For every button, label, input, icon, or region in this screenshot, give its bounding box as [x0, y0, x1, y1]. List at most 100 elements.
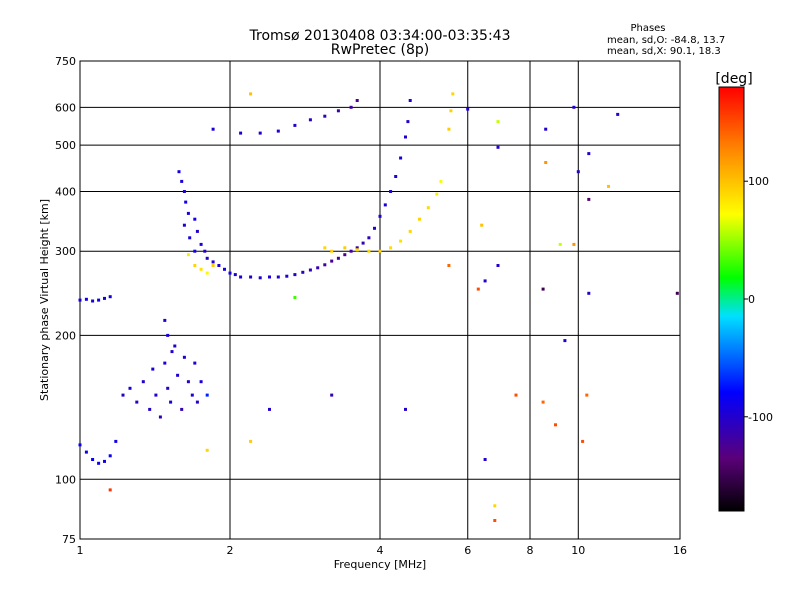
data-point [135, 400, 139, 404]
data-point [554, 423, 557, 427]
data-point [249, 275, 253, 279]
data-point [193, 361, 197, 365]
data-point [182, 355, 186, 359]
y-tick-label: 75 [62, 533, 76, 546]
data-point [180, 407, 184, 411]
data-point [408, 229, 412, 233]
data-point [203, 249, 207, 253]
data-point [587, 291, 591, 295]
data-point [323, 114, 327, 118]
data-point [378, 214, 382, 218]
data-point [97, 298, 101, 302]
data-point [148, 407, 152, 411]
y-tick-label: 400 [55, 185, 76, 198]
data-point [514, 393, 518, 397]
colorbar-tick-label: -100 [748, 411, 773, 424]
data-point [211, 260, 215, 264]
data-point [308, 268, 312, 272]
data-point [114, 439, 118, 443]
data-point [163, 318, 167, 322]
data-point [249, 92, 253, 96]
data-point [496, 120, 500, 124]
data-point [84, 450, 88, 454]
x-tick-labels: 1 2 4 6 8 10 16 [77, 544, 688, 557]
data-point [158, 415, 162, 419]
data-point [439, 179, 443, 183]
data-point [193, 264, 197, 267]
data-point [301, 270, 305, 274]
data-point [199, 380, 203, 384]
data-point [355, 99, 359, 102]
data-point [293, 273, 297, 277]
data-point [177, 170, 181, 174]
y-axis-label: Stationary phase Virtual Height [km] [38, 199, 51, 401]
data-point [195, 229, 199, 233]
data-point [418, 217, 421, 221]
x-tick-label: 6 [464, 544, 471, 557]
data-point [166, 386, 170, 390]
data-points [78, 92, 679, 522]
x-tick-label: 8 [527, 544, 534, 557]
data-point [184, 200, 188, 204]
data-point [355, 246, 359, 250]
data-point [170, 350, 174, 354]
data-point [285, 274, 289, 278]
data-point [343, 253, 347, 257]
data-point [572, 105, 576, 109]
data-point [84, 297, 88, 301]
data-point [466, 107, 470, 111]
data-point [193, 249, 197, 253]
data-point [154, 393, 158, 397]
colorbar-label: [deg] [715, 71, 752, 87]
colorbar [718, 86, 745, 512]
data-point [258, 276, 262, 280]
data-point [268, 275, 271, 279]
data-point [404, 407, 407, 411]
data-point [330, 393, 334, 397]
data-point [182, 190, 186, 193]
data-point [211, 264, 215, 267]
x-tick-label: 1 [77, 544, 84, 557]
data-point [186, 253, 190, 257]
data-point [97, 461, 101, 465]
data-point [558, 242, 562, 246]
data-point [108, 454, 112, 458]
data-point [173, 344, 177, 348]
data-point [493, 504, 497, 508]
stats-x-line: mean, sd,X: 90.1, 18.3 [607, 46, 721, 57]
data-point [323, 263, 327, 267]
data-point [199, 242, 203, 246]
data-point [541, 287, 545, 291]
data-point [496, 145, 500, 149]
data-point [323, 246, 327, 250]
data-point [435, 192, 439, 196]
data-point [336, 109, 340, 113]
colorbar-tick-label: 100 [748, 175, 769, 188]
data-point [176, 373, 180, 377]
data-point [180, 179, 184, 183]
data-point [493, 519, 497, 522]
data-point [308, 118, 312, 122]
colorbar-tick-label: 0 [748, 293, 755, 306]
data-point [141, 380, 145, 384]
data-point [373, 226, 376, 230]
data-point [399, 239, 403, 243]
chart-subtitle: RwPretec (8p) [331, 42, 429, 58]
data-point [480, 223, 484, 227]
data-point [228, 271, 232, 275]
data-point [447, 264, 451, 267]
data-point [544, 127, 548, 131]
chart-title: Tromsø 20130408 03:34:00-03:35:43 [249, 28, 511, 44]
data-point [404, 135, 407, 139]
data-point [169, 400, 173, 404]
data-point [572, 242, 576, 246]
data-point [496, 264, 500, 267]
data-point [406, 120, 410, 124]
data-point [378, 249, 382, 253]
data-point [355, 248, 359, 252]
y-tick-label: 300 [55, 245, 76, 258]
data-point [239, 275, 243, 279]
data-point [587, 152, 591, 156]
y-tick-label: 200 [55, 329, 76, 342]
data-point [78, 298, 82, 302]
